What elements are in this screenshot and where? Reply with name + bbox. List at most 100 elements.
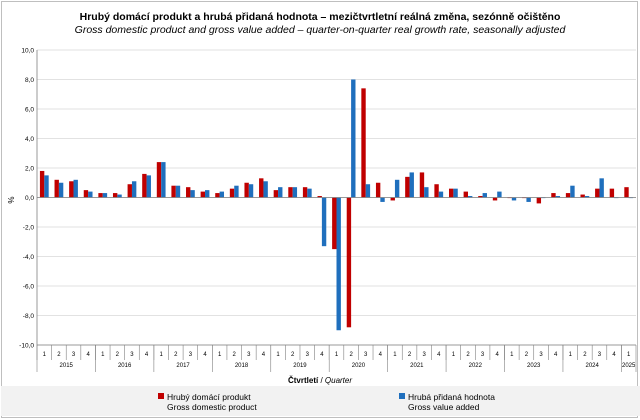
bar-gdp [186,187,191,198]
x-tick-label: 2 [466,352,470,358]
x-tick-label: 3 [306,352,310,358]
year-label: 2021 [410,363,424,369]
bar-gva [482,193,487,198]
bar-gdp [463,191,468,198]
bar-gva [453,188,458,198]
x-tick-label: 4 [379,352,383,358]
bar-gva [73,179,78,198]
bar-gdp [419,172,425,198]
y-tick-label: 4,0 [25,136,34,143]
bar-gva [234,185,239,198]
bar-gdp [478,196,483,198]
x-tick-label: 1 [276,352,280,358]
bar-gdp [375,182,381,198]
year-label: 2022 [469,363,483,369]
x-tick-label: 2 [408,352,412,358]
bar-gva [467,196,473,198]
bar-gdp [302,187,308,198]
x-tick-label: 3 [481,352,485,358]
bar-gva [58,182,64,198]
bar-gdp [127,184,132,198]
bar-gva [205,190,210,198]
bar-gdp [288,187,293,198]
bar-gva [584,196,590,198]
legend-item-gdp: Hrubý domácí produkt Gross domestic prod… [167,392,257,412]
legend-label-gdp-en: Gross domestic product [167,402,257,412]
bar-gva [88,191,93,198]
bar-gva [307,188,312,198]
bar-gva [321,197,327,247]
bar-gva [146,175,151,198]
bar-gva [424,187,429,198]
bar-gva [380,197,385,202]
bar-gdp [69,181,74,198]
bar-gva [351,79,356,198]
bar-gva [161,162,166,198]
bar-gdp [171,185,176,198]
legend-swatch-gva [399,393,405,399]
x-tick-label: 2 [116,352,120,358]
bar-gdp [259,178,264,198]
bar-gva [219,191,225,198]
bar-gdp [332,197,337,250]
x-tick-label: 3 [72,352,76,358]
bar-gva [526,197,531,202]
axis-layer: 10,0 8,0 6,0 4,0 2,0 0,0 -2,0 -4,0 -6,0 -8,0 -10,0… [19,48,637,372]
x-tick-label: 3 [189,352,193,358]
x-tick-label: 2 [349,352,353,358]
bar-gdp [244,182,249,198]
chart-subtitle: Gross domestic product and gross value a… [74,24,566,36]
bar-gdp [551,193,556,198]
x-tick-label: 4 [437,352,441,358]
bar-gdp [448,188,454,198]
bar-gdp [39,170,45,198]
bar-gdp [200,191,206,198]
year-label: 2020 [352,363,366,369]
x-tick-label: 2 [525,352,529,358]
year-label: 2017 [176,363,190,369]
bar-gva [438,191,444,198]
legend: Hrubý domácí produkt Gross domestic prod… [1,386,640,416]
x-tick-label: 1 [452,352,456,358]
y-tick-label: -10,0 [19,343,34,350]
x-tick-label: 1 [510,352,514,358]
year-label: 2015 [60,363,74,369]
y-tick-label: -8,0 [23,313,35,320]
x-tick-label: 4 [145,352,149,358]
y-tick-label: 0,0 [25,195,34,202]
bar-gva [511,197,517,201]
x-tick-label: 1 [569,352,573,358]
y-tick-label: -6,0 [23,284,35,291]
year-label: 2019 [293,363,307,369]
bar-gdp [98,193,103,198]
x-tick-label: 2 [233,352,237,358]
x-tick-label: 1 [335,352,339,358]
year-label: 2023 [527,363,541,369]
bar-gdp [536,197,542,204]
bar-gva [409,172,414,198]
bar-gva [336,197,341,331]
bar-gdp [142,173,147,198]
bar-gva [365,184,371,198]
x-axis-label-cz: Čtvrtletí [288,376,319,385]
bar-gdp [346,197,352,328]
bar-gdp [609,188,615,198]
x-axis-label-sep: / [318,376,325,385]
x-tick-label: 1 [101,352,105,358]
y-axis-label: % [7,196,16,203]
bar-gva [292,187,298,198]
legend-swatch-gdp [158,393,164,399]
bar-gva [248,184,254,198]
x-tick-label: 3 [247,352,251,358]
x-tick-label: 4 [612,352,616,358]
x-tick-label: 4 [496,352,500,358]
bar-gdp [361,88,366,198]
bar-gdp [565,193,571,198]
bar-gva [175,185,181,198]
x-tick-label: 4 [203,352,207,358]
bar-gdp [595,188,600,198]
bar-gva [263,181,268,198]
chart-title: Hrubý domácí produkt a hrubá přidaná hod… [79,11,561,23]
legend-label-gva-en: Gross value added [408,402,480,412]
